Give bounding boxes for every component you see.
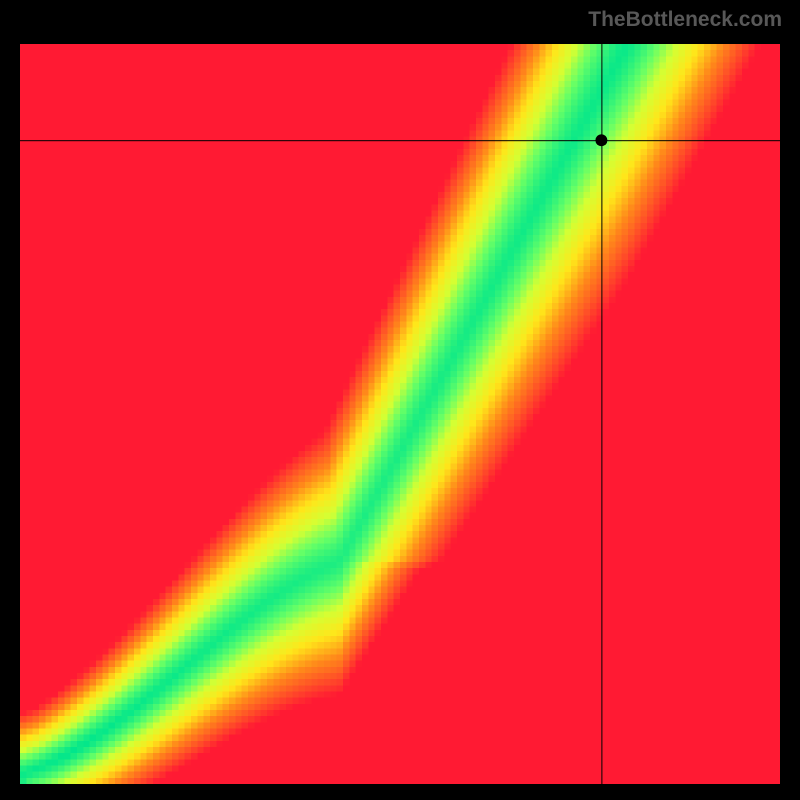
watermark-text: TheBottleneck.com <box>588 8 782 32</box>
crosshair-overlay <box>20 44 780 784</box>
bottleneck-heatmap <box>20 44 780 784</box>
